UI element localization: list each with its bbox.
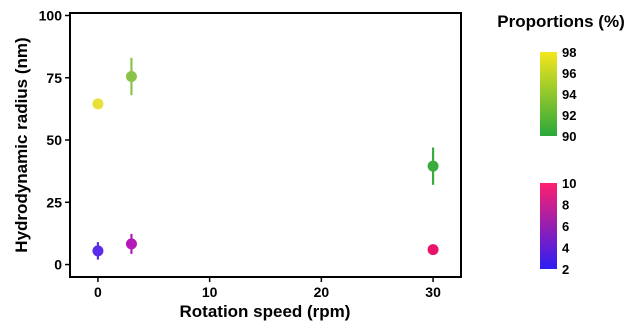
y-tick-label: 0 — [54, 257, 62, 273]
y-tick-label: 75 — [46, 70, 62, 86]
colorbar-tick-label: 98 — [562, 45, 576, 60]
data-point — [92, 98, 104, 110]
x-axis-title: Rotation speed (rpm) — [180, 302, 351, 321]
data-point — [427, 244, 439, 256]
colorbar-tick-label: 8 — [562, 198, 569, 213]
colorbar-tick-label: 94 — [562, 87, 577, 102]
colorbar-tick-label: 4 — [562, 241, 570, 256]
colorbar-bottom: 10 8 6 4 2 — [540, 176, 576, 277]
colorbar-tick-label: 10 — [562, 176, 576, 191]
x-tick-label: 30 — [425, 284, 441, 300]
data-point — [92, 245, 104, 257]
x-axis-ticks: 0 10 20 30 — [94, 277, 441, 300]
plot-frame — [69, 12, 462, 278]
colorbar-top-gradient — [540, 52, 557, 136]
y-tick-label: 100 — [39, 7, 63, 23]
data-points — [92, 57, 439, 260]
data-point — [125, 238, 137, 250]
colorbar-tick-label: 2 — [562, 262, 569, 277]
x-tick-label: 10 — [202, 284, 218, 300]
y-axis-title: Hydrodynamic radius (nm) — [12, 37, 31, 252]
y-tick-label: 50 — [46, 132, 62, 148]
colorbar-tick-label: 96 — [562, 66, 576, 81]
colorbar-tick-label: 90 — [562, 129, 576, 144]
colorbar-top: 98 96 94 92 90 — [540, 45, 577, 144]
y-tick-label: 25 — [46, 194, 62, 210]
colorbar-tick-label: 6 — [562, 219, 569, 234]
data-point — [125, 71, 137, 83]
colorbar-tick-label: 92 — [562, 108, 576, 123]
x-tick-label: 20 — [314, 284, 330, 300]
data-point — [427, 160, 439, 172]
y-axis-ticks: 0 25 50 75 100 — [39, 7, 70, 273]
colorbar-bottom-gradient — [540, 183, 557, 269]
legend-title: Proportions (%) — [497, 12, 625, 31]
x-tick-label: 0 — [94, 284, 102, 300]
